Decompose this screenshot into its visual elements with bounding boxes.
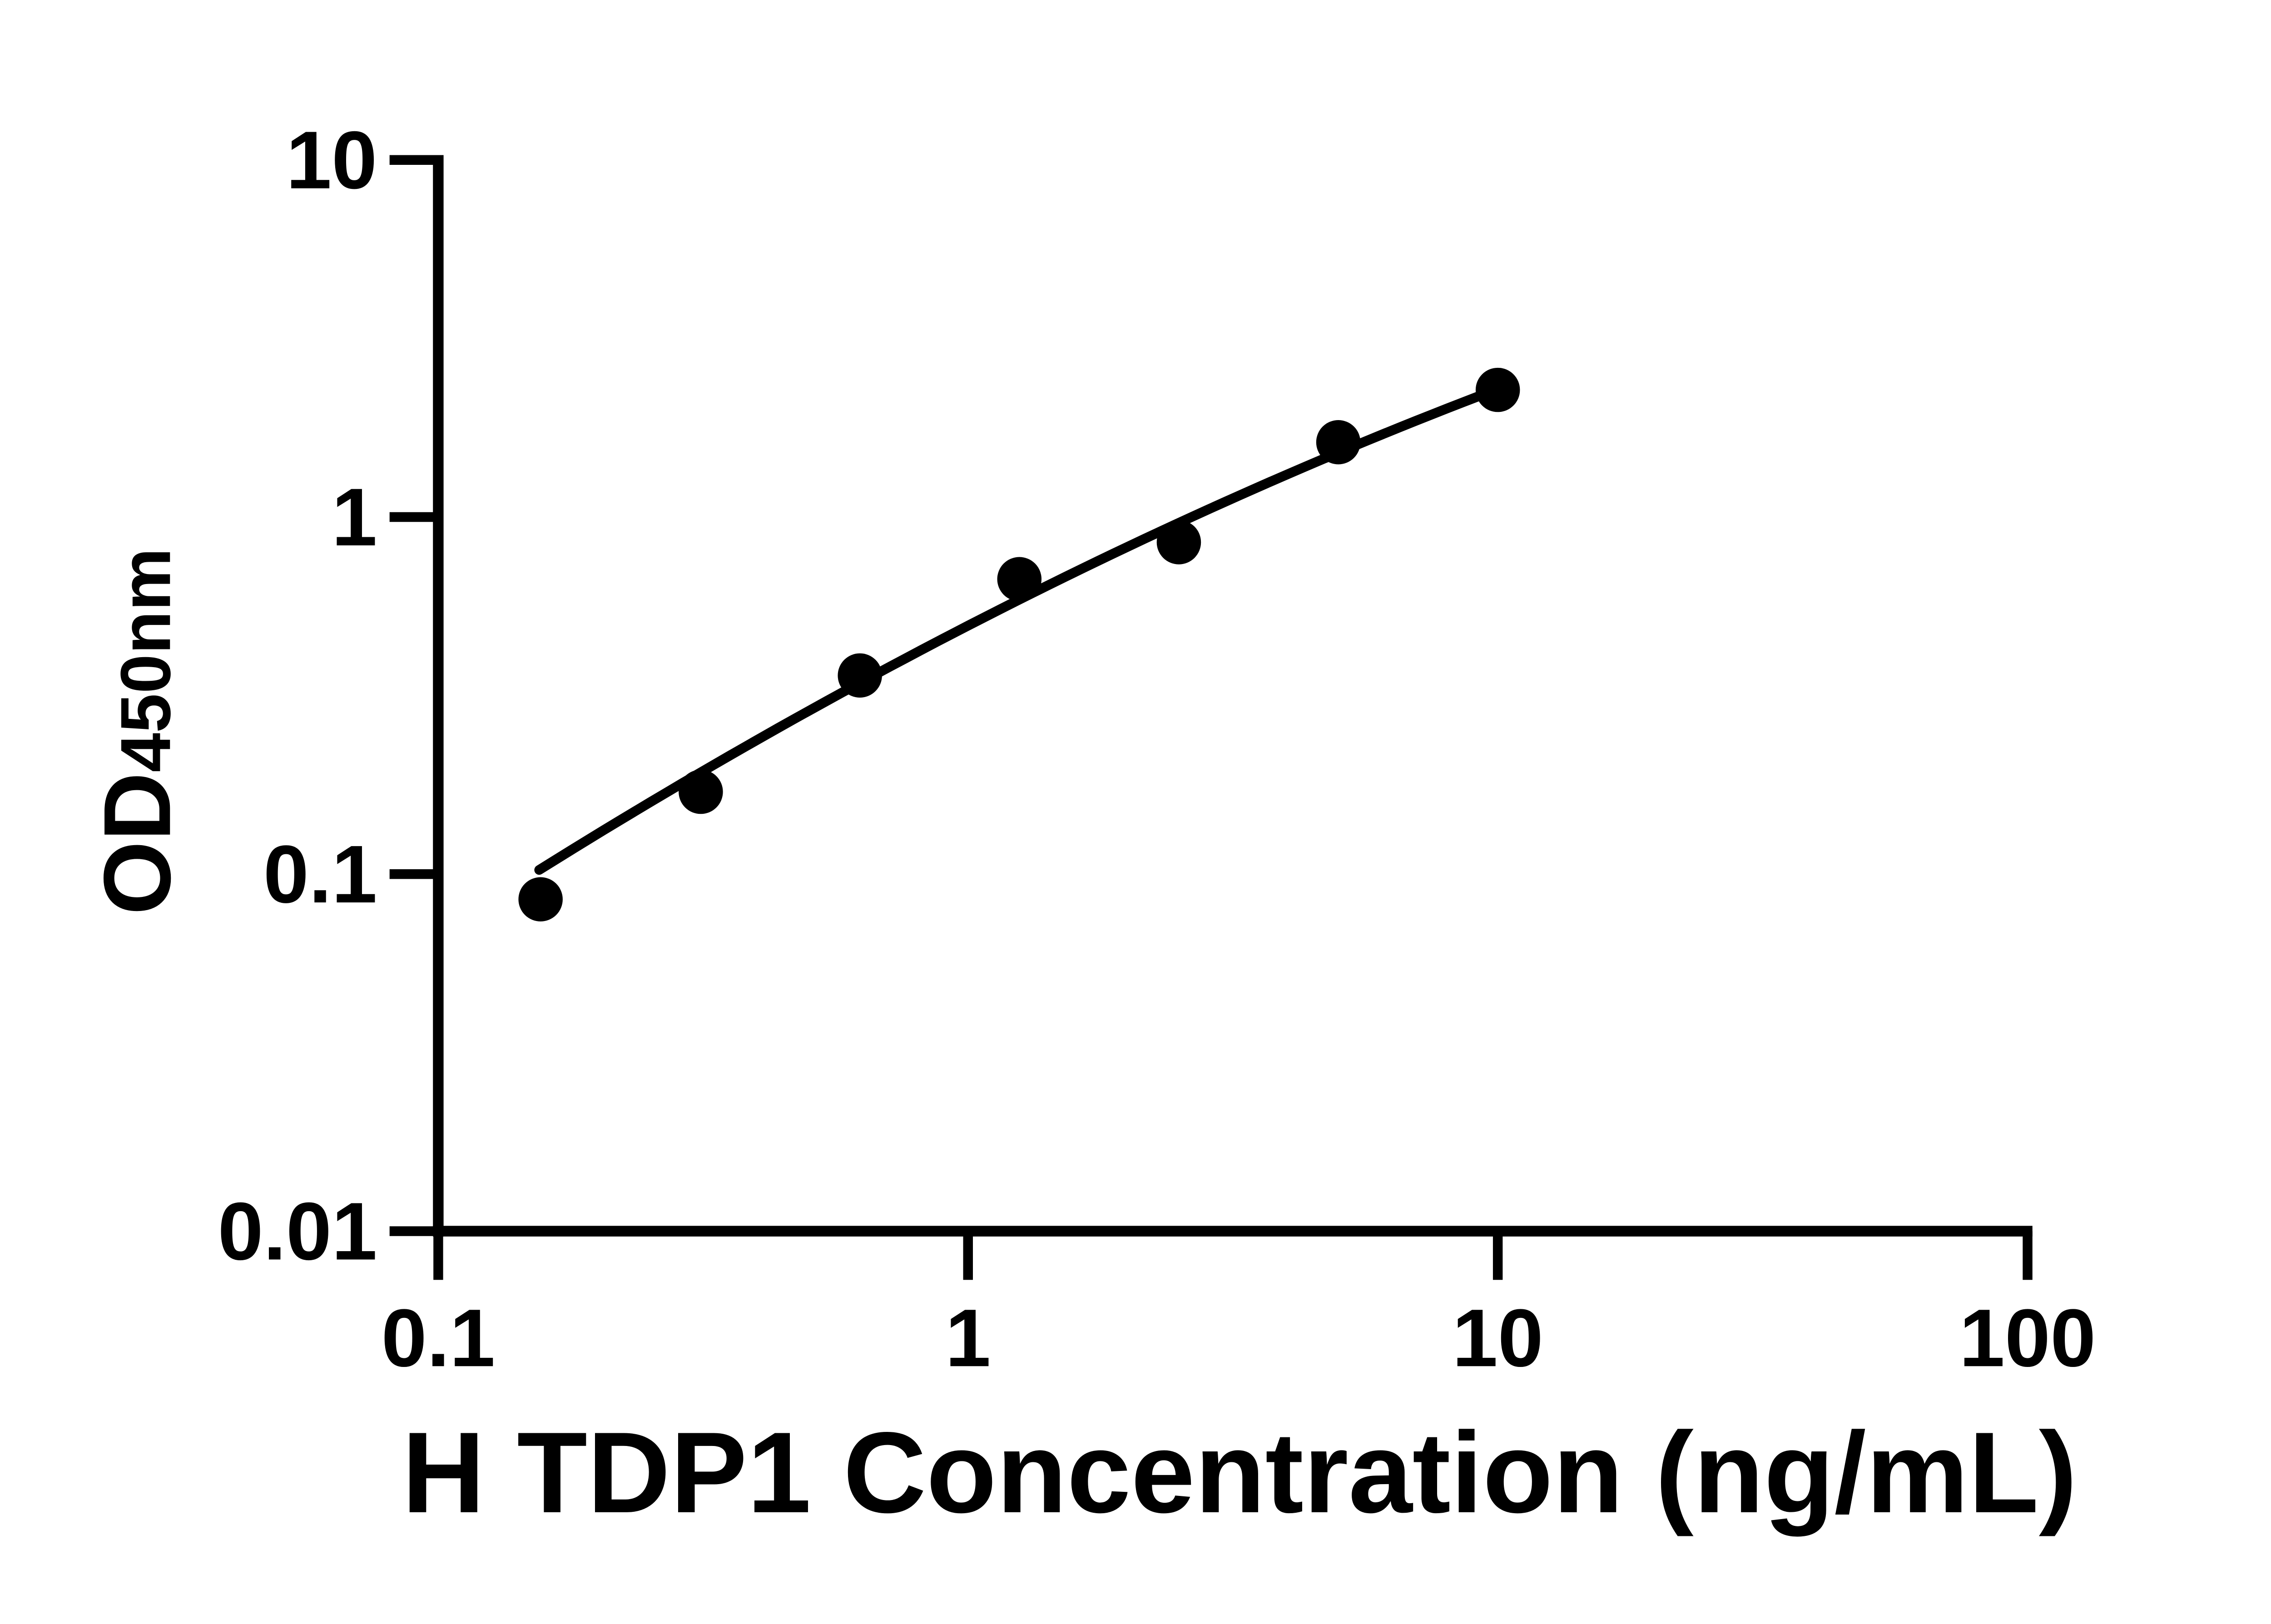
data-point	[997, 557, 1042, 601]
data-point	[1475, 367, 1520, 412]
y-tick-label: 1	[332, 472, 377, 563]
y-tick-labels: 10 1 0.1 0.01	[218, 115, 377, 1277]
y-axis-title-sub: 450nm	[106, 548, 185, 772]
data-point	[1316, 420, 1361, 465]
x-tick-label: 0.1	[382, 1292, 496, 1384]
y-tick-label: 0.01	[218, 1186, 377, 1277]
y-axis-title-main: OD	[84, 772, 190, 915]
y-axis-title: OD450nm	[84, 548, 190, 915]
data-points	[518, 367, 1520, 921]
data-point	[838, 653, 882, 698]
x-tick-label: 10	[1452, 1292, 1543, 1384]
data-point	[518, 877, 563, 921]
data-point	[679, 769, 723, 814]
x-tick-label: 1	[945, 1292, 991, 1384]
axes	[389, 155, 2033, 1280]
x-tick-label: 100	[1959, 1292, 2096, 1384]
data-point	[1156, 520, 1201, 564]
x-tick-labels: 0.1 1 10 100	[382, 1292, 2096, 1384]
x-axis-title: H TDP1 Concentration (ng/mL)	[402, 1408, 2077, 1537]
y-tick-label: 0.1	[263, 829, 377, 920]
y-tick-label: 10	[286, 115, 377, 206]
